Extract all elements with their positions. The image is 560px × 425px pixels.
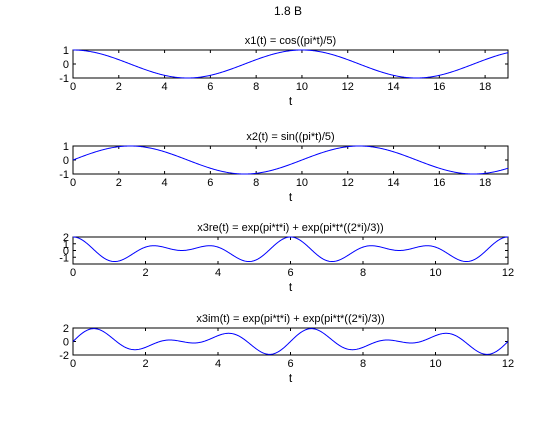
chart2-ytick-label: 0 (63, 155, 69, 167)
chart3-xtick-label: 6 (287, 267, 293, 279)
chart3-xlabel: t (289, 280, 293, 294)
chart1-ytick-label: 1 (63, 45, 69, 57)
chart1-xtick-label: 12 (342, 81, 354, 93)
chart1-axes-frame (73, 50, 508, 78)
chart4-xtick-label: 12 (502, 358, 514, 370)
chart3-xtick-label: 10 (429, 267, 441, 279)
chart2-xtick-label: 14 (387, 177, 399, 189)
chart2-ytick-label: -1 (59, 169, 69, 181)
chart1-xtick-label: 10 (296, 81, 308, 93)
chart1-xtick-label: 8 (253, 81, 259, 93)
chart2-xtick-label: 0 (70, 177, 76, 189)
chart2-xtick-label: 2 (116, 177, 122, 189)
chart3-xtick-label: 12 (502, 267, 514, 279)
chart1-xtick-label: 16 (433, 81, 445, 93)
chart2-xtick-label: 12 (342, 177, 354, 189)
chart2-ytick-label: 1 (63, 141, 69, 153)
chart4-ytick-label: -2 (59, 350, 69, 362)
chart3-ytick-label: 2 (63, 232, 69, 244)
chart2-xtick-label: 10 (296, 177, 308, 189)
chart4-xtick-label: 6 (287, 358, 293, 370)
chart4-xtick-label: 4 (215, 358, 221, 370)
chart3-xtick-label: 0 (70, 267, 76, 279)
chart1-ytick-label: 0 (63, 59, 69, 71)
chart4-xtick-label: 0 (70, 358, 76, 370)
chart1-xlabel: t (289, 94, 293, 108)
chart2-title: x2(t) = sin((pi*t)/5) (246, 131, 334, 143)
chart2-xtick-label: 4 (162, 177, 168, 189)
chart4-xlabel: t (289, 371, 293, 385)
chart1-xtick-label: 2 (116, 81, 122, 93)
chart1-title: x1(t) = cos((pi*t)/5) (245, 35, 336, 47)
chart1-xtick-label: 0 (70, 81, 76, 93)
chart1-xtick-label: 14 (387, 81, 399, 93)
chart1-ytick-label: -1 (59, 73, 69, 85)
chart1-xtick-label: 4 (162, 81, 168, 93)
chart2-axes-frame (73, 146, 508, 174)
chart2-xtick-label: 6 (207, 177, 213, 189)
chart1-xtick-label: 18 (479, 81, 491, 93)
chart4-xtick-label: 10 (429, 358, 441, 370)
chart2-xtick-label: 16 (433, 177, 445, 189)
chart3-title: x3re(t) = exp(pi*t*i) + exp(pi*t*((2*i)/… (197, 222, 383, 234)
chart4-xtick-label: 2 (142, 358, 148, 370)
chart4-ytick-label: 2 (63, 323, 69, 335)
chart4-xtick-label: 8 (360, 358, 366, 370)
chart3-xtick-label: 8 (360, 267, 366, 279)
chart2-xtick-label: 18 (479, 177, 491, 189)
chart1-xtick-label: 6 (207, 81, 213, 93)
chart3-xtick-label: 4 (215, 267, 221, 279)
chart3-xtick-label: 2 (142, 267, 148, 279)
chart4-title: x3im(t) = exp(pi*t*i) + exp(pi*t*((2*i)/… (196, 313, 384, 325)
chart2-xtick-label: 8 (253, 177, 259, 189)
chart4-ytick-label: 0 (63, 337, 69, 349)
figure-suptitle: 1.8 B (274, 4, 302, 18)
chart2-xlabel: t (289, 190, 293, 204)
